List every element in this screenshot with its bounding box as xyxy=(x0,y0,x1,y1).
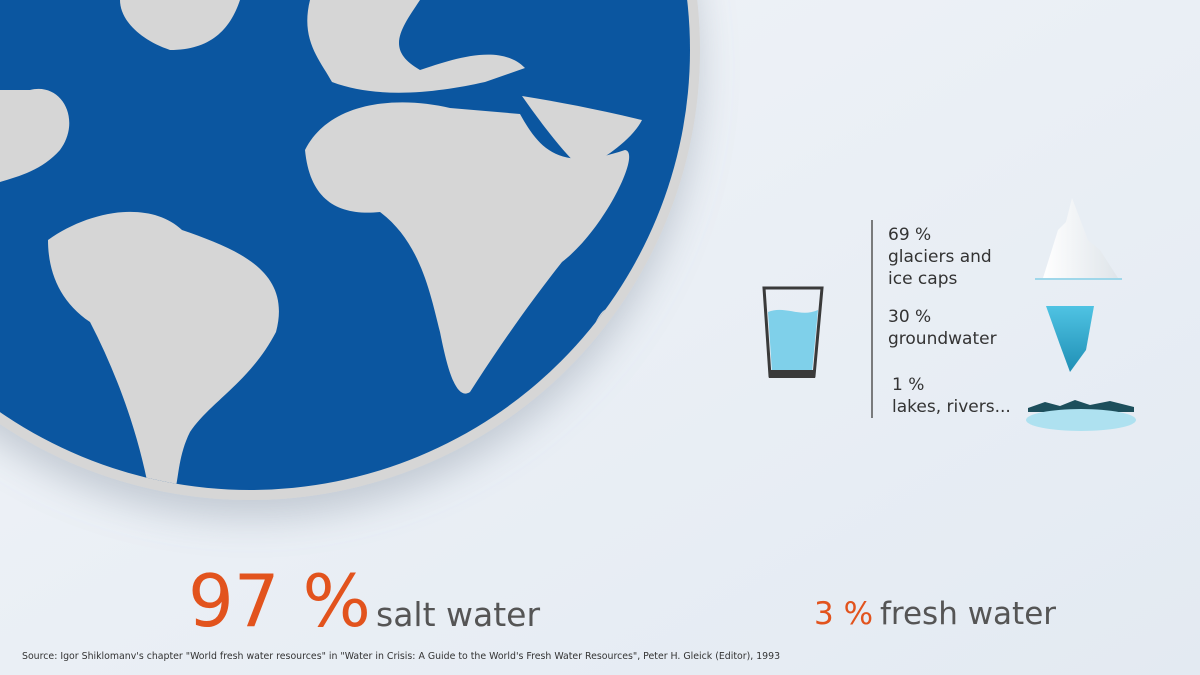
source-note: Source: Igor Shiklomanv's chapter "World… xyxy=(22,651,780,662)
breakdown-label: groundwater xyxy=(888,329,997,349)
breakdown-value: 69 % xyxy=(888,225,931,245)
salt-label: salt water xyxy=(376,595,540,634)
breakdown-value: 1 % xyxy=(892,375,924,395)
breakdown-value: 30 % xyxy=(888,307,931,327)
breakdown-label: glaciers and xyxy=(888,247,992,267)
icons xyxy=(1026,198,1136,431)
water-glass xyxy=(762,286,824,378)
fresh-value: 3 % xyxy=(814,596,873,632)
breakdown-label: lakes, rivers... xyxy=(892,397,1011,417)
fresh-label: fresh water xyxy=(880,596,1056,632)
breakdown-label: ice caps xyxy=(888,269,957,289)
salt-value: 97 % xyxy=(188,559,371,643)
globe xyxy=(0,0,700,500)
